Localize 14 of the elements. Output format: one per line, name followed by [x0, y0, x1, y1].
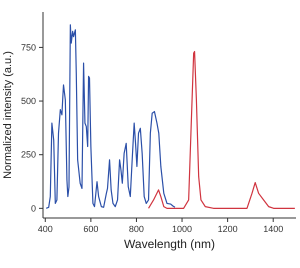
- x-axis-title: Wavelength (nm): [124, 237, 215, 251]
- y-axis-title: Normalized intensity (a.u.): [2, 51, 14, 179]
- y-tick-label: 750: [20, 42, 36, 52]
- x-tick-label: 600: [83, 224, 98, 234]
- y-tick-label: 250: [20, 150, 36, 160]
- x-tick-label: 1200: [218, 224, 238, 234]
- y-tick-label: 0: [30, 203, 36, 214]
- line-series: [46, 24, 176, 209]
- y-tick-label: 500: [20, 96, 36, 106]
- line-series: [148, 50, 296, 209]
- x-tick-label: 800: [128, 224, 144, 234]
- x-tick-label: 1000: [172, 224, 192, 234]
- x-tick-label: 1400: [263, 224, 284, 234]
- x-tick-label: 400: [38, 224, 53, 234]
